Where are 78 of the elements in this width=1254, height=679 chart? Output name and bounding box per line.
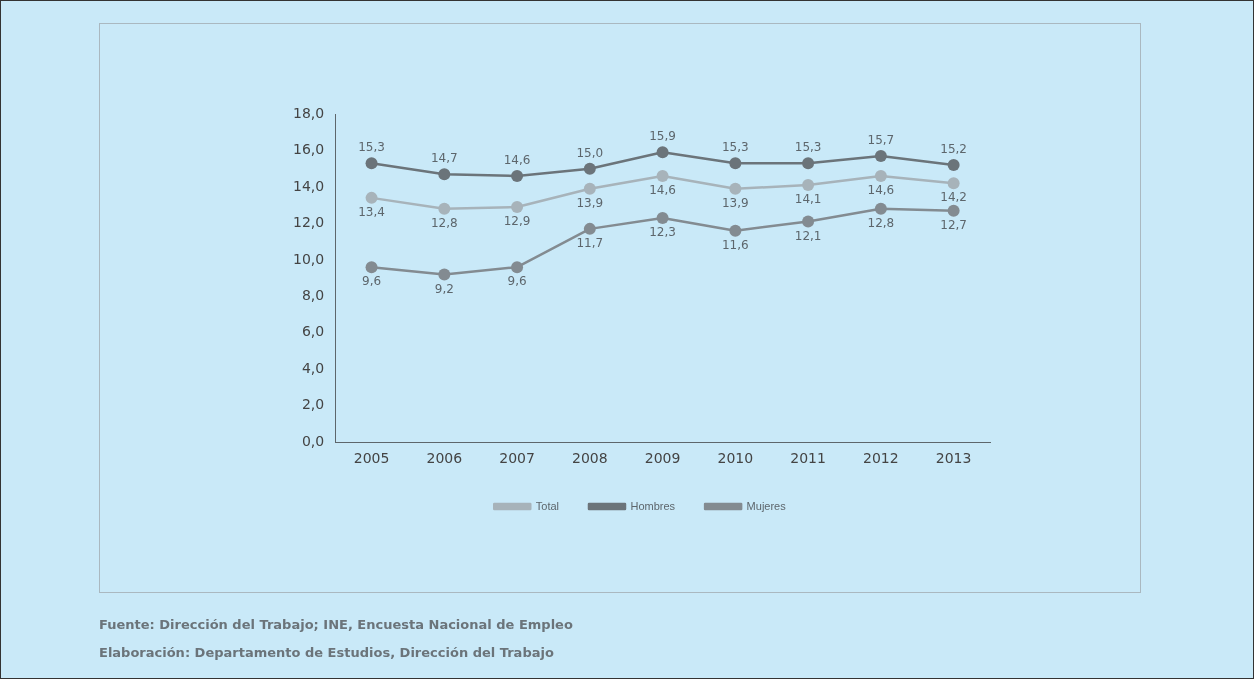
- y-tick-label: 18,0: [293, 104, 325, 121]
- data-label: 12,8: [867, 215, 895, 230]
- y-tick-label: 2,0: [301, 396, 325, 413]
- point: [511, 200, 524, 213]
- data-label: 14,1: [794, 192, 822, 207]
- point: [656, 169, 669, 182]
- legend-label: Mujeres: [746, 499, 787, 512]
- data-label: 15,7: [867, 133, 895, 148]
- x-tick-label: 2012: [863, 450, 899, 467]
- y-tick-label: 16,0: [293, 141, 325, 158]
- data-label: 9,6: [362, 274, 382, 289]
- x-tick-label: 2011: [790, 450, 826, 467]
- y-tick-label: 6,0: [301, 323, 325, 340]
- point: [365, 157, 378, 170]
- data-label: 15,3: [794, 140, 822, 155]
- data-label: 11,7: [576, 235, 604, 250]
- data-label: 14,6: [503, 153, 531, 168]
- y-tick-label: 14,0: [293, 177, 325, 194]
- point: [656, 146, 669, 159]
- point: [874, 169, 887, 182]
- point: [438, 202, 451, 215]
- data-label: 12,3: [649, 225, 676, 240]
- point: [729, 157, 742, 170]
- y-tick-label: 4,0: [301, 359, 325, 376]
- point: [365, 191, 378, 204]
- point: [438, 168, 451, 181]
- point: [511, 261, 524, 274]
- y-tick-label: 0,0: [301, 432, 325, 449]
- data-label: 15,3: [358, 140, 385, 155]
- y-tick-label: 10,0: [293, 250, 325, 267]
- data-label: 14,2: [940, 190, 967, 205]
- point: [802, 215, 815, 228]
- point: [802, 179, 815, 192]
- legend-label: Total: [535, 499, 560, 512]
- data-label: 15,0: [576, 145, 604, 160]
- data-label: 12,1: [794, 228, 822, 243]
- data-label: 15,9: [649, 129, 676, 144]
- x-tick-label: 2005: [353, 450, 390, 467]
- point: [947, 159, 960, 172]
- point: [729, 224, 742, 237]
- point: [583, 162, 596, 175]
- point: [511, 169, 524, 182]
- point: [874, 149, 887, 162]
- point: [947, 177, 960, 190]
- x-tick-label: 2006: [426, 450, 463, 467]
- point: [438, 268, 451, 281]
- point: [583, 222, 596, 235]
- legend-label: Hombres: [630, 499, 676, 512]
- data-label: 13,9: [721, 195, 749, 210]
- data-label: 12,7: [940, 217, 967, 232]
- point: [802, 157, 815, 170]
- source-note: Fuente: Dirección del Trabajo; INE, Encuesta Nacional de Empleo: [99, 616, 573, 634]
- y-tick-label: 12,0: [293, 214, 325, 231]
- data-label: 14,7: [430, 151, 458, 166]
- point: [874, 202, 887, 215]
- point: [365, 261, 378, 274]
- point: [947, 204, 960, 217]
- point: [656, 211, 669, 224]
- x-tick-label: 2010: [717, 450, 754, 467]
- point: [729, 182, 742, 195]
- x-tick-label: 2013: [935, 450, 972, 467]
- data-label: 15,3: [721, 140, 749, 155]
- data-label: 11,6: [721, 237, 749, 252]
- data-label: 14,6: [649, 183, 676, 198]
- data-label: 15,2: [940, 142, 967, 157]
- data-label: 12,9: [503, 214, 531, 229]
- data-label: 9,6: [507, 274, 527, 289]
- x-tick-label: 2009: [644, 450, 681, 467]
- data-label: 13,9: [576, 195, 604, 210]
- x-tick-label: 2007: [499, 450, 535, 467]
- point: [583, 182, 596, 195]
- data-label: 14,6: [867, 183, 895, 198]
- data-label: 12,8: [430, 215, 458, 230]
- text: Elaboración: Departamento de Estudios, Dirección del Trabajo: [99, 644, 555, 662]
- x-tick-label: 2008: [572, 450, 608, 467]
- data-label: 9,2: [434, 281, 454, 296]
- y-tick-label: 8,0: [301, 286, 325, 303]
- data-label: 13,4: [358, 205, 385, 219]
